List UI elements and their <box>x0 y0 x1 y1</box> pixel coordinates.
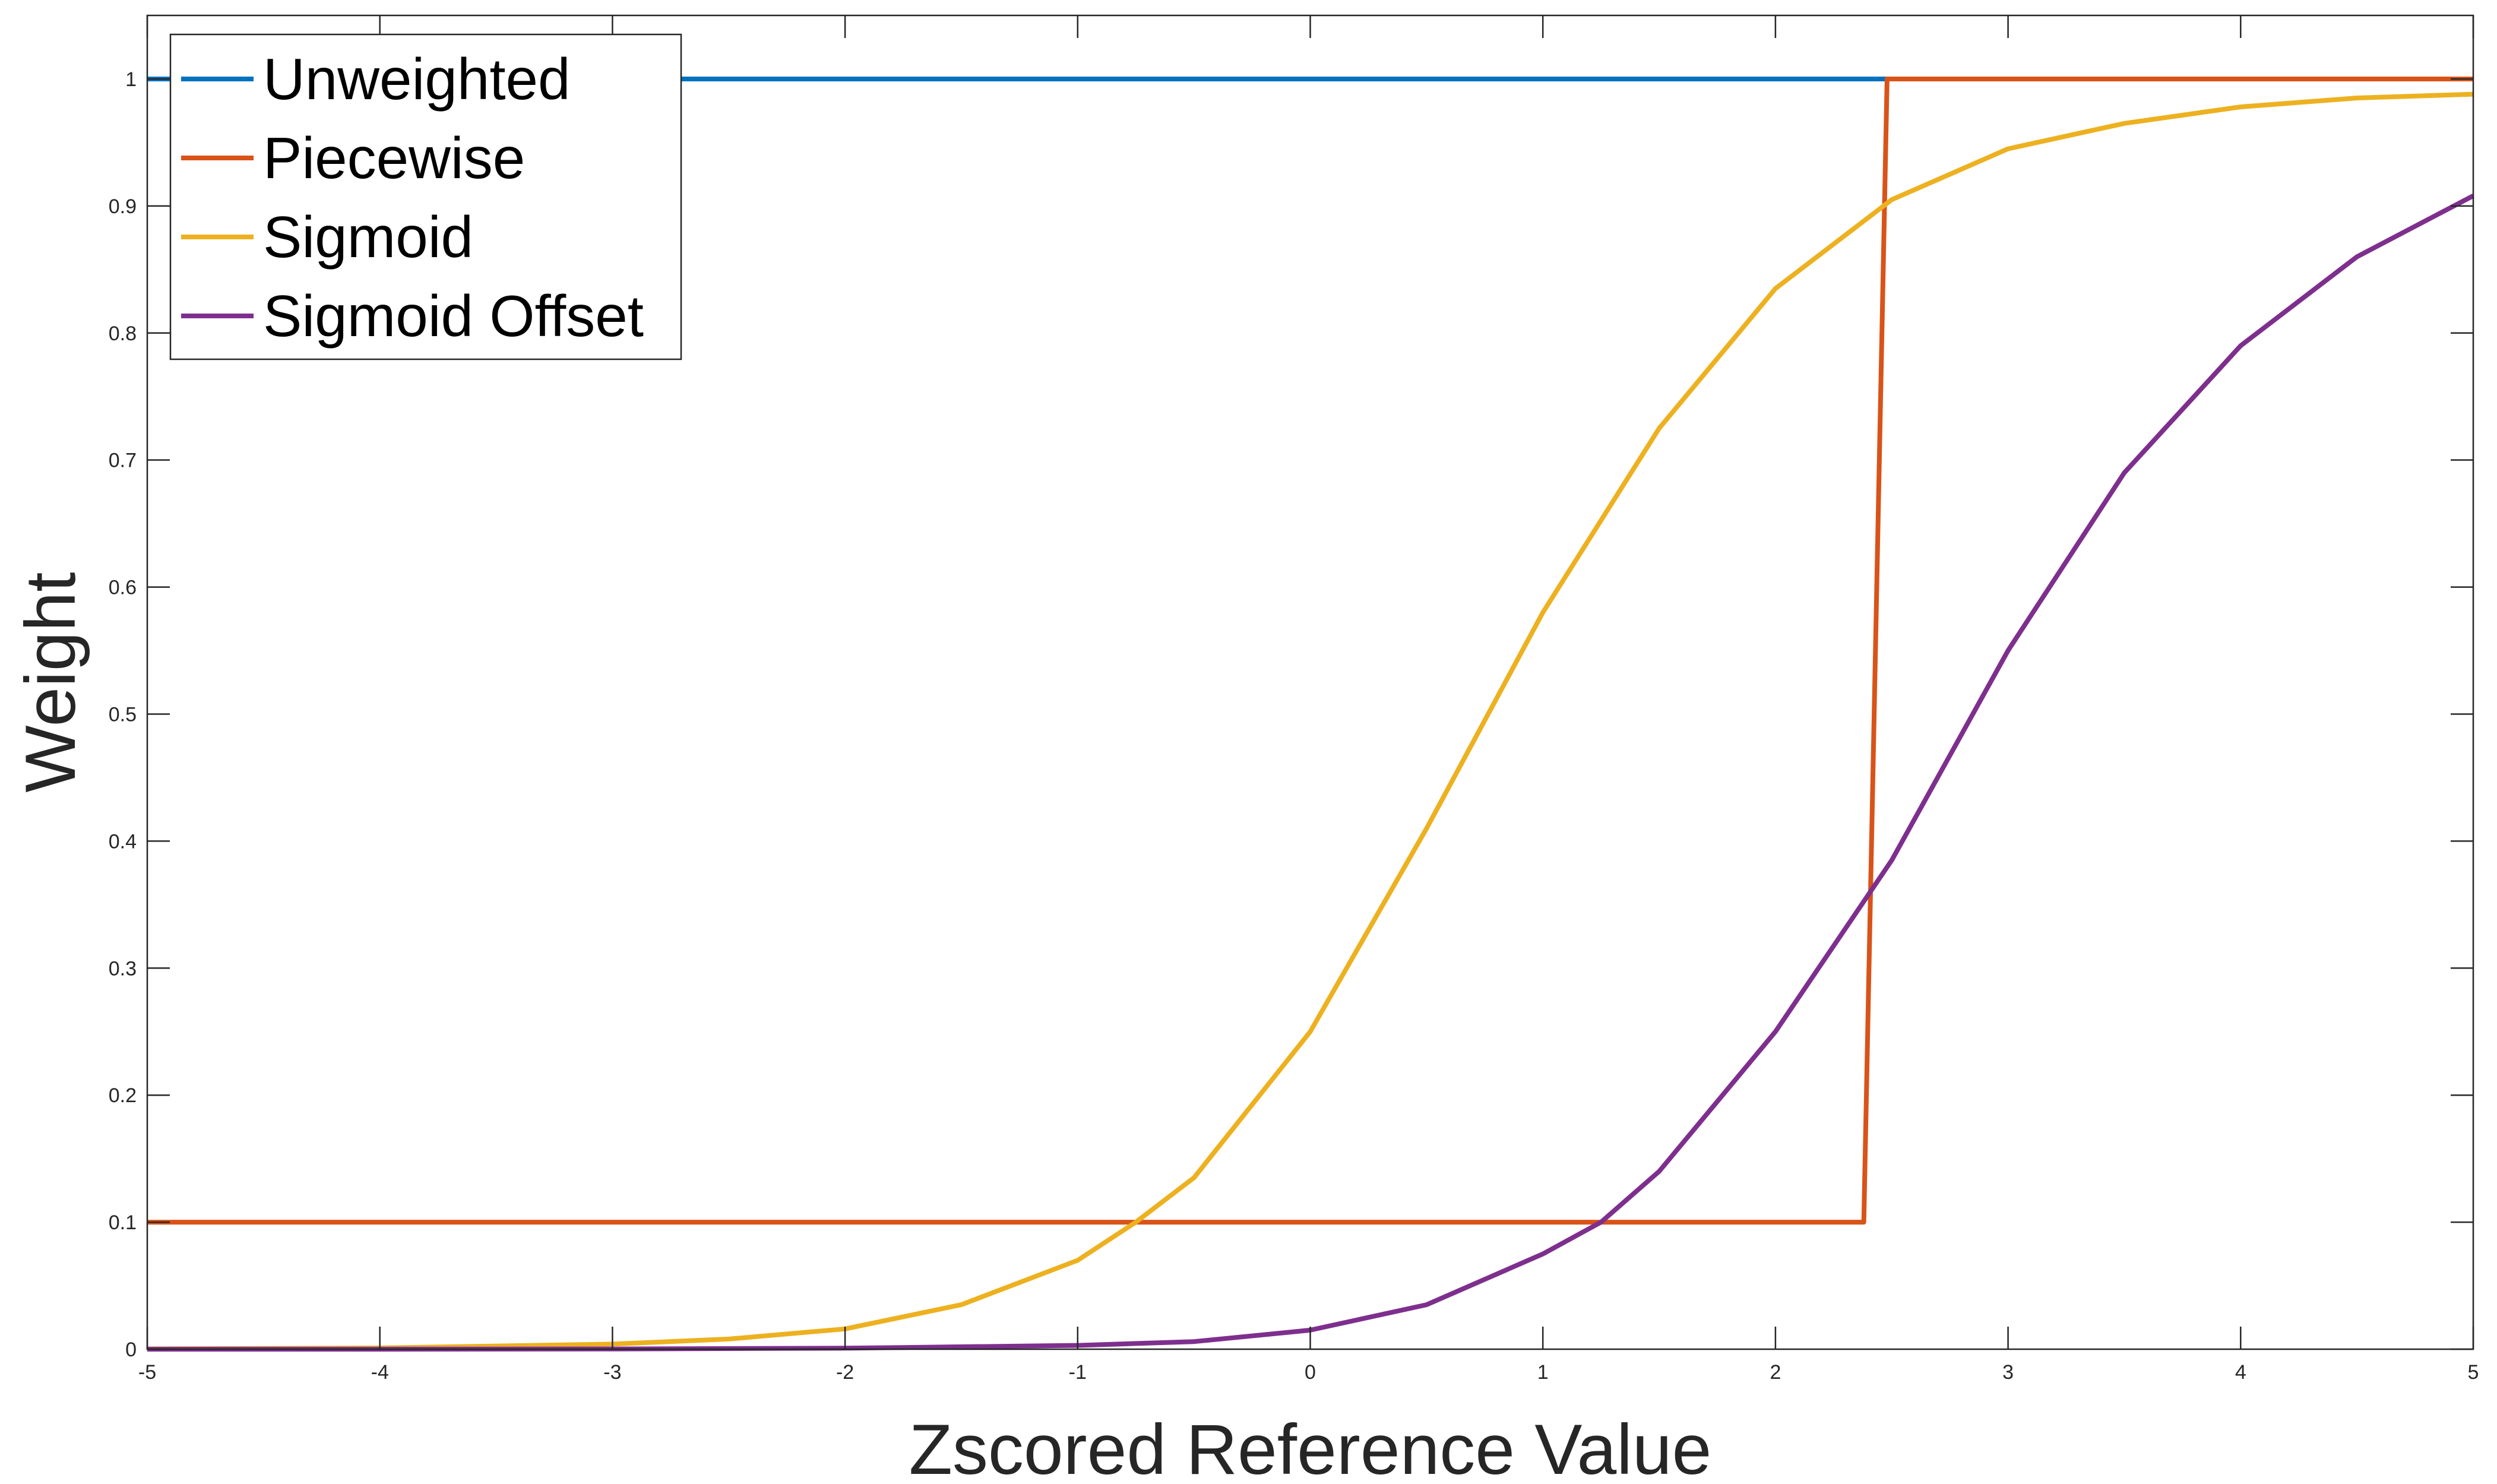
y-tick-label: 0.4 <box>109 830 137 853</box>
x-tick-label: 4 <box>2235 1361 2246 1384</box>
legend-label: Sigmoid <box>263 204 473 270</box>
legend-box <box>169 33 682 360</box>
x-tick-label: 2 <box>1770 1361 1781 1384</box>
y-tick-label: 0.7 <box>109 450 137 472</box>
series-line-3 <box>147 91 2474 1352</box>
x-tick-label: -1 <box>1069 1361 1087 1384</box>
y-tick-label: 1 <box>125 68 137 91</box>
x-axis-title: Zscored Reference Value <box>909 1410 1712 1484</box>
x-tick-label: -5 <box>138 1361 156 1384</box>
series-line-2 <box>147 77 2473 1225</box>
x-tick-label: -2 <box>836 1361 854 1384</box>
series-line-4 <box>147 194 2474 1352</box>
y-tick-label: 0.8 <box>109 322 137 345</box>
y-tick-label: 0.5 <box>109 703 137 726</box>
y-tick-label: 0.2 <box>109 1084 137 1107</box>
y-axis-title: Weight <box>11 572 90 792</box>
x-tick-label: -3 <box>603 1361 621 1384</box>
axes-layer: -5 -4 -3 -2 -1 0 1 2 3 4 5 0 0.1 0.2 0.3 0.4 0.5 0.6 0.7 0.… <box>109 14 2479 1384</box>
legend: Unweighted Piecewise Sigmoid Sigmoid Offset <box>169 33 682 360</box>
legend-label: Unweighted <box>263 46 571 112</box>
x-tick-label: 0 <box>1305 1361 1316 1384</box>
y-tick-label: 0.6 <box>109 577 137 599</box>
y-tick-label: 0.3 <box>109 957 137 980</box>
y-tick-label: 0.1 <box>109 1211 137 1234</box>
x-tick-label: 3 <box>2002 1361 2014 1384</box>
legend-label: Piecewise <box>263 125 525 191</box>
legend-label: Sigmoid Offset <box>263 283 644 349</box>
y-tick-label: 0.9 <box>109 195 137 218</box>
y-tick-label: 0 <box>125 1339 137 1361</box>
x-tick-label: 1 <box>1537 1361 1549 1384</box>
x-tick-label: 5 <box>2468 1361 2479 1384</box>
x-tick-label: -4 <box>371 1361 389 1384</box>
